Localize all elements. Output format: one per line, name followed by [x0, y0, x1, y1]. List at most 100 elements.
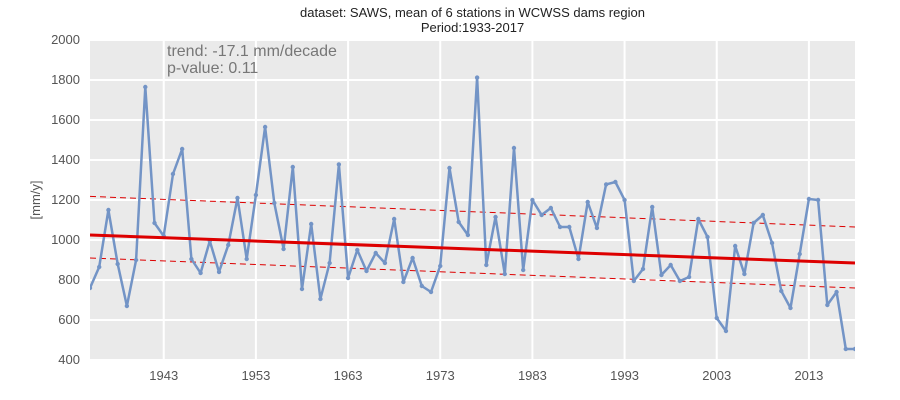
data-point: [170, 171, 176, 177]
data-point: [189, 256, 194, 262]
data-point: [659, 272, 664, 278]
data-point: [557, 224, 563, 230]
data-point: [806, 196, 812, 202]
data-point: [281, 246, 286, 252]
data-point: [502, 271, 507, 277]
data-point: [677, 278, 683, 284]
x-tick-label: 1953: [241, 368, 270, 383]
data-point: [530, 197, 535, 203]
y-tick-label: 800: [58, 272, 80, 287]
data-point: [124, 303, 130, 309]
trend-line: [90, 233, 855, 265]
data-point: [815, 197, 821, 203]
data-point: [769, 240, 775, 246]
data-point: [143, 84, 148, 90]
data-point: [603, 182, 609, 187]
data-point: [539, 212, 544, 218]
chart-title: dataset: SAWS, mean of 6 stations in WCW…: [300, 5, 645, 20]
data-point: [548, 205, 554, 211]
data-point: [198, 270, 203, 276]
y-tick-label: 1400: [51, 152, 80, 167]
data-point: [272, 200, 277, 206]
x-tick-label: 1963: [334, 368, 363, 383]
data-point: [428, 289, 434, 295]
confidence-lower-line: [90, 257, 855, 289]
data-point: [696, 216, 701, 222]
data-point: [631, 278, 636, 284]
x-tick-label: 1973: [426, 368, 455, 383]
data-point: [742, 271, 747, 277]
y-tick-label: 1800: [51, 72, 80, 87]
y-axis-label: [mm/y]: [28, 181, 43, 220]
chart-subtitle: Period:1933-2017: [420, 20, 525, 35]
data-point: [226, 242, 231, 248]
y-tick-label: 1000: [51, 232, 80, 247]
data-point: [152, 220, 157, 226]
y-tick-label: 2000: [51, 32, 80, 47]
data-point: [474, 75, 480, 80]
data-point: [318, 296, 323, 302]
data-point: [309, 221, 314, 227]
data-point: [493, 214, 498, 220]
data-point: [262, 124, 268, 130]
data-point: [299, 286, 305, 292]
data-point: [788, 305, 793, 311]
data-point: [447, 165, 452, 171]
data-point: [686, 274, 692, 280]
data-point: [585, 199, 590, 205]
data-point: [650, 204, 655, 210]
y-tick-label: 600: [58, 312, 80, 327]
data-point: [336, 162, 342, 167]
data-point: [456, 219, 461, 225]
data-point: [90, 285, 93, 291]
data-point: [216, 269, 222, 275]
data-point: [613, 179, 618, 185]
data-point: [834, 289, 839, 295]
data-point: [484, 262, 489, 268]
data-point: [640, 266, 646, 272]
data-point: [410, 255, 415, 261]
x-tick-label: 1943: [149, 368, 178, 383]
data-point: [401, 279, 406, 285]
data-point: [567, 224, 572, 230]
data-point: [594, 225, 600, 231]
data-point: [732, 243, 738, 249]
data-point: [97, 264, 102, 270]
data-point: [779, 288, 784, 294]
data-point: [714, 315, 719, 321]
data-point: [364, 268, 369, 274]
data-point: [511, 145, 517, 151]
data-point: [106, 207, 111, 213]
y-tick-label: 1200: [51, 192, 80, 207]
data-point: [327, 260, 332, 266]
data-point: [419, 283, 425, 289]
x-tick-label: 2003: [702, 368, 731, 383]
data-point: [345, 275, 351, 281]
x-tick-label: 1983: [518, 368, 547, 383]
data-point: [290, 164, 295, 170]
y-tick-label: 1600: [51, 112, 80, 127]
data-point: [235, 195, 240, 201]
series-line: [90, 76, 855, 351]
data-point: [825, 302, 830, 308]
data-point: [622, 197, 627, 203]
data-point: [244, 256, 249, 262]
data-point: [852, 346, 855, 352]
data-point: [760, 212, 766, 218]
data-point: [391, 216, 397, 222]
data-point: [115, 261, 120, 267]
confidence-upper-line: [90, 195, 855, 228]
x-tick-label: 1993: [610, 368, 639, 383]
y-tick-label: 400: [58, 352, 80, 367]
data-point: [382, 260, 388, 266]
x-tick-label: 2013: [794, 368, 823, 383]
data-point: [373, 250, 378, 256]
data-point: [705, 234, 710, 240]
data-point: [797, 251, 802, 257]
trend-annotation: trend: -17.1 mm/decade: [167, 43, 337, 60]
data-point: [576, 256, 581, 262]
data-point: [133, 257, 139, 263]
data-point: [520, 267, 526, 273]
